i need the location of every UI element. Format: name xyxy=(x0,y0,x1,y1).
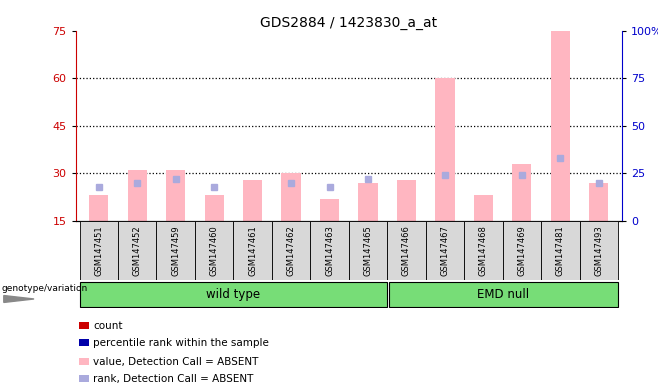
Bar xyxy=(320,199,339,221)
Bar xyxy=(195,221,234,280)
Bar xyxy=(503,221,541,280)
Bar xyxy=(205,195,224,221)
Text: count: count xyxy=(93,321,123,331)
Text: GSM147463: GSM147463 xyxy=(325,225,334,276)
Text: GSM147460: GSM147460 xyxy=(210,225,218,276)
Bar xyxy=(359,183,378,221)
Bar xyxy=(79,358,89,365)
Bar xyxy=(474,195,493,221)
Bar xyxy=(118,221,157,280)
Bar xyxy=(512,164,532,221)
Text: GSM147465: GSM147465 xyxy=(363,225,372,276)
Bar xyxy=(234,221,272,280)
Bar xyxy=(128,170,147,221)
Text: value, Detection Call = ABSENT: value, Detection Call = ABSENT xyxy=(93,357,259,367)
Text: GSM147452: GSM147452 xyxy=(133,225,141,276)
Bar xyxy=(282,173,301,221)
Text: GSM147466: GSM147466 xyxy=(402,225,411,276)
Bar xyxy=(80,282,387,306)
Bar xyxy=(157,221,195,280)
Text: GSM147467: GSM147467 xyxy=(440,225,449,276)
Polygon shape xyxy=(4,296,34,303)
Bar xyxy=(589,183,609,221)
Bar xyxy=(272,221,311,280)
Bar xyxy=(349,221,387,280)
Bar xyxy=(541,221,580,280)
Bar xyxy=(464,221,503,280)
Bar xyxy=(551,31,570,221)
Text: GSM147468: GSM147468 xyxy=(479,225,488,276)
Bar xyxy=(580,221,618,280)
Bar xyxy=(387,221,426,280)
Bar xyxy=(79,376,89,382)
Text: percentile rank within the sample: percentile rank within the sample xyxy=(93,338,269,348)
Text: GSM147469: GSM147469 xyxy=(517,225,526,276)
Text: rank, Detection Call = ABSENT: rank, Detection Call = ABSENT xyxy=(93,374,254,384)
Text: GSM147481: GSM147481 xyxy=(556,225,565,276)
Text: GSM147462: GSM147462 xyxy=(286,225,295,276)
Bar xyxy=(80,221,118,280)
Bar xyxy=(397,180,416,221)
Bar xyxy=(243,180,262,221)
Bar xyxy=(79,339,89,346)
Title: GDS2884 / 1423830_a_at: GDS2884 / 1423830_a_at xyxy=(260,16,438,30)
Bar xyxy=(311,221,349,280)
Text: wild type: wild type xyxy=(207,288,261,301)
Bar xyxy=(79,322,89,329)
Text: GSM147459: GSM147459 xyxy=(171,225,180,276)
Bar xyxy=(426,221,464,280)
Text: genotype/variation: genotype/variation xyxy=(1,284,88,293)
Bar xyxy=(436,78,455,221)
Bar xyxy=(389,282,618,306)
Text: EMD null: EMD null xyxy=(477,288,530,301)
Bar xyxy=(89,195,109,221)
Text: GSM147451: GSM147451 xyxy=(94,225,103,276)
Bar xyxy=(166,170,186,221)
Text: GSM147493: GSM147493 xyxy=(594,225,603,276)
Text: GSM147461: GSM147461 xyxy=(248,225,257,276)
